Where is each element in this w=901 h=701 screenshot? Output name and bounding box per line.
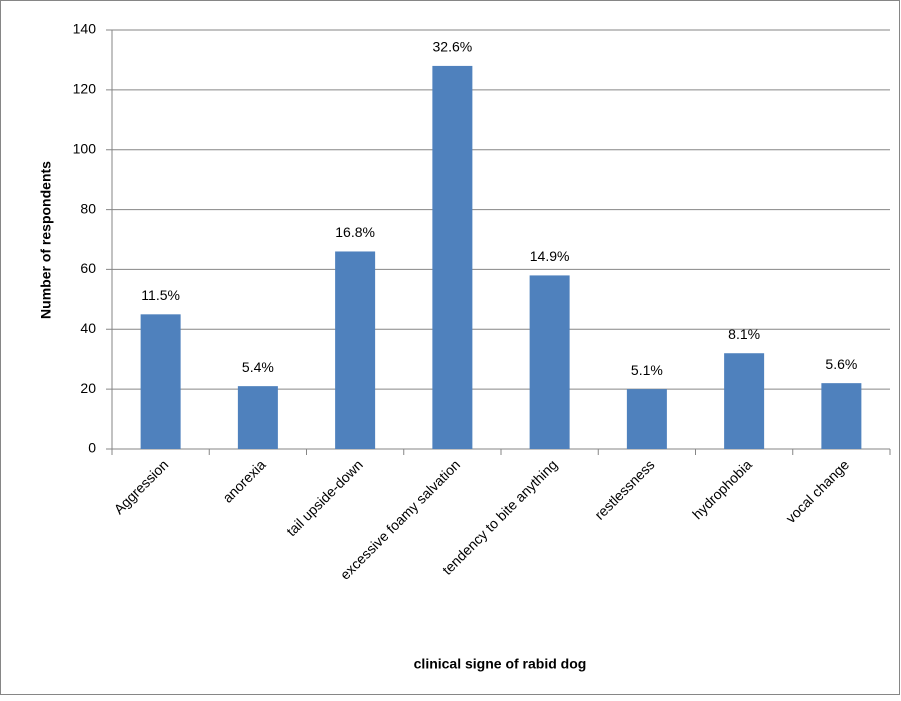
bar: [237, 386, 278, 449]
y-axis-title: Number of respondents: [38, 161, 54, 319]
data-label: 5.1%: [631, 362, 663, 378]
y-tick-label: 0: [88, 440, 96, 456]
y-tick-label: 100: [73, 140, 97, 156]
data-label: 32.6%: [433, 39, 473, 55]
bar: [140, 314, 181, 449]
data-label: 8.1%: [728, 326, 760, 342]
bar: [626, 389, 667, 449]
data-label: 14.9%: [530, 248, 570, 264]
y-tick-label: 60: [80, 260, 96, 276]
bar: [335, 251, 376, 449]
data-label: 5.4%: [242, 359, 274, 375]
y-tick-label: 80: [80, 200, 96, 216]
bar: [821, 383, 862, 449]
data-label: 5.6%: [825, 356, 857, 372]
bar: [432, 65, 473, 450]
bar: [724, 353, 765, 449]
data-label: 11.5%: [141, 287, 180, 303]
x-axis-title: clinical signe of rabid dog: [414, 656, 587, 672]
y-tick-label: 140: [73, 21, 97, 37]
bar: [529, 275, 570, 449]
data-label: 16.8%: [335, 224, 375, 240]
y-tick-label: 20: [80, 380, 96, 396]
y-tick-label: 40: [80, 320, 96, 336]
y-tick-label: 120: [73, 81, 97, 97]
